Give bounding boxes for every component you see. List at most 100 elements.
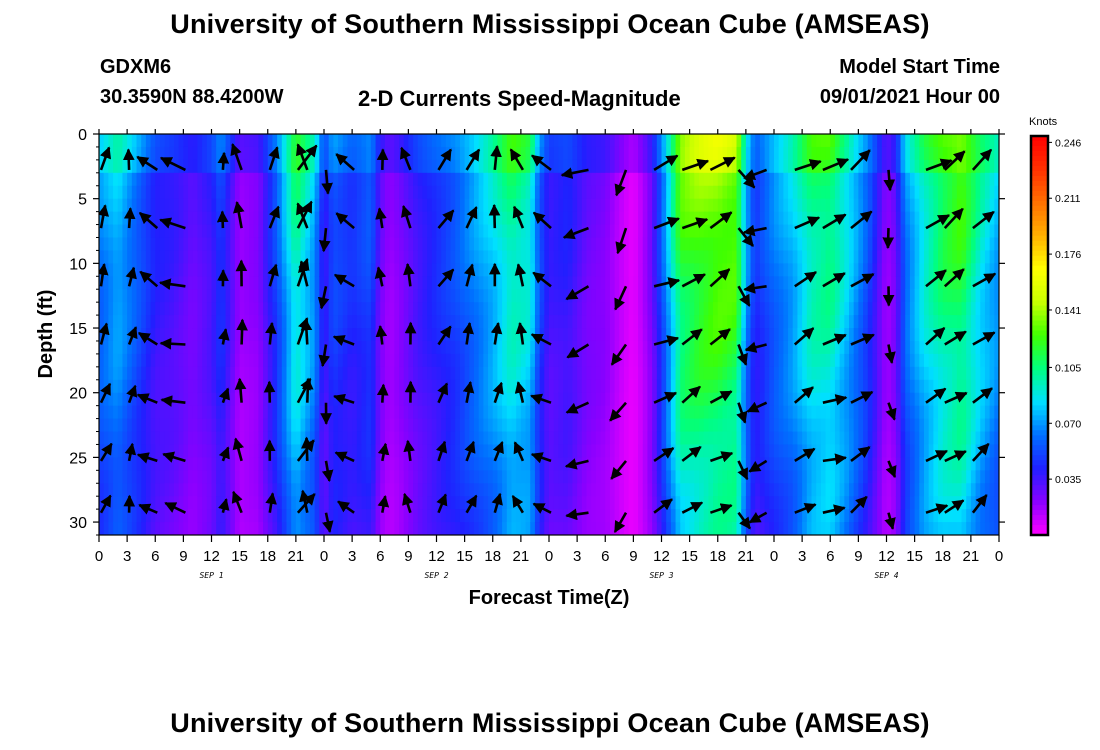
heatmap-cell bbox=[178, 470, 184, 484]
heatmap-cell bbox=[530, 444, 536, 458]
heatmap-cell bbox=[661, 250, 667, 264]
heatmap-cell bbox=[478, 198, 484, 213]
heatmap-cell bbox=[338, 483, 344, 497]
heatmap-cell bbox=[525, 250, 531, 264]
heatmap-cell bbox=[638, 185, 644, 200]
heatmap-cell bbox=[844, 353, 850, 368]
heatmap-cell bbox=[820, 289, 827, 303]
heatmap-cell bbox=[755, 198, 761, 213]
heatmap-cell bbox=[497, 263, 503, 277]
heatmap-cell bbox=[534, 198, 541, 213]
heatmap-cell bbox=[277, 496, 283, 510]
heatmap-cell bbox=[656, 185, 663, 200]
heatmap-cell bbox=[741, 366, 747, 381]
heatmap-cell bbox=[136, 250, 142, 264]
heatmap-cell bbox=[281, 353, 288, 368]
heatmap-cell bbox=[417, 250, 424, 264]
heatmap-cell bbox=[155, 470, 161, 484]
heatmap-cell bbox=[778, 172, 784, 187]
heatmap-cell bbox=[474, 418, 480, 433]
heatmap-cell bbox=[286, 444, 292, 458]
heatmap-cell bbox=[103, 159, 109, 174]
heatmap-cell bbox=[469, 302, 475, 316]
heatmap-cell bbox=[642, 302, 649, 316]
heatmap-cell bbox=[413, 392, 419, 407]
heatmap-cell bbox=[605, 483, 611, 497]
heatmap-cell bbox=[267, 224, 274, 239]
heatmap-cell bbox=[595, 211, 602, 226]
heatmap-cell bbox=[670, 457, 677, 471]
heatmap-cell bbox=[108, 418, 114, 433]
heatmap-cell bbox=[764, 263, 770, 277]
heatmap-cell bbox=[141, 444, 147, 458]
heatmap-cell bbox=[600, 172, 606, 187]
heatmap-cell bbox=[778, 522, 784, 535]
heatmap-cell bbox=[534, 444, 541, 458]
heatmap-cell bbox=[661, 457, 667, 471]
heatmap-cell bbox=[783, 431, 789, 446]
heatmap-cell bbox=[361, 302, 367, 316]
heatmap-cell bbox=[699, 509, 705, 523]
heatmap-cell bbox=[703, 263, 709, 277]
heatmap-cell bbox=[633, 483, 639, 497]
heatmap-cell bbox=[717, 250, 724, 264]
heatmap-cell bbox=[661, 263, 667, 277]
heatmap-cell bbox=[544, 302, 550, 316]
heatmap-cell bbox=[670, 159, 677, 174]
heatmap-cell bbox=[811, 457, 817, 471]
heatmap-cell bbox=[309, 237, 316, 252]
heatmap-cell bbox=[497, 211, 503, 226]
heatmap-cell bbox=[417, 328, 424, 342]
heatmap-cell bbox=[820, 483, 827, 497]
heatmap-cell bbox=[338, 353, 344, 368]
heatmap-cell bbox=[553, 470, 559, 484]
heatmap-cell bbox=[745, 509, 752, 523]
heatmap-cell bbox=[136, 185, 142, 200]
heatmap-cell bbox=[591, 418, 597, 433]
heatmap-cell bbox=[469, 340, 475, 355]
heatmap-cell bbox=[220, 172, 227, 187]
heatmap-cell bbox=[717, 496, 724, 510]
heatmap-cell bbox=[291, 470, 297, 484]
heatmap-cell bbox=[202, 522, 208, 535]
heatmap-cell bbox=[389, 483, 395, 497]
heatmap-cell bbox=[122, 444, 128, 458]
heatmap-cell bbox=[267, 418, 274, 433]
heatmap-cell bbox=[525, 522, 531, 535]
heatmap-cell bbox=[445, 392, 452, 407]
heatmap-cell bbox=[286, 328, 292, 342]
heatmap-cell bbox=[450, 237, 456, 252]
heatmap-cell bbox=[699, 315, 705, 329]
heatmap-cell bbox=[366, 483, 372, 497]
heatmap-cell bbox=[263, 134, 269, 148]
heatmap-cell bbox=[164, 457, 170, 471]
heatmap-cell bbox=[834, 250, 841, 264]
heatmap-cell bbox=[783, 276, 789, 290]
heatmap-cell bbox=[656, 483, 663, 497]
heatmap-cell bbox=[211, 444, 217, 458]
heatmap-cell bbox=[145, 250, 152, 264]
heatmap-cell bbox=[422, 418, 428, 433]
heatmap-cell bbox=[417, 276, 424, 290]
heatmap-cell bbox=[516, 418, 522, 433]
heatmap-cell bbox=[708, 224, 714, 239]
heatmap-cell bbox=[291, 211, 297, 226]
heatmap-cell bbox=[450, 146, 456, 161]
heatmap-cell bbox=[230, 289, 236, 303]
heatmap-cell bbox=[394, 302, 400, 316]
heatmap-cell bbox=[295, 185, 302, 200]
heatmap-cell bbox=[722, 496, 728, 510]
heatmap-cell bbox=[413, 315, 419, 329]
heatmap-cell bbox=[722, 340, 728, 355]
heatmap-cell bbox=[389, 328, 395, 342]
heatmap-cell bbox=[717, 134, 724, 148]
heatmap-cell bbox=[680, 263, 686, 277]
heatmap-cell bbox=[572, 263, 578, 277]
heatmap-cell bbox=[549, 185, 555, 200]
heatmap-cell bbox=[375, 276, 381, 290]
heatmap-cell bbox=[722, 470, 728, 484]
heatmap-cell bbox=[778, 134, 784, 148]
heatmap-cell bbox=[731, 172, 738, 187]
heatmap-cell bbox=[150, 405, 156, 420]
heatmap-cell bbox=[670, 302, 677, 316]
